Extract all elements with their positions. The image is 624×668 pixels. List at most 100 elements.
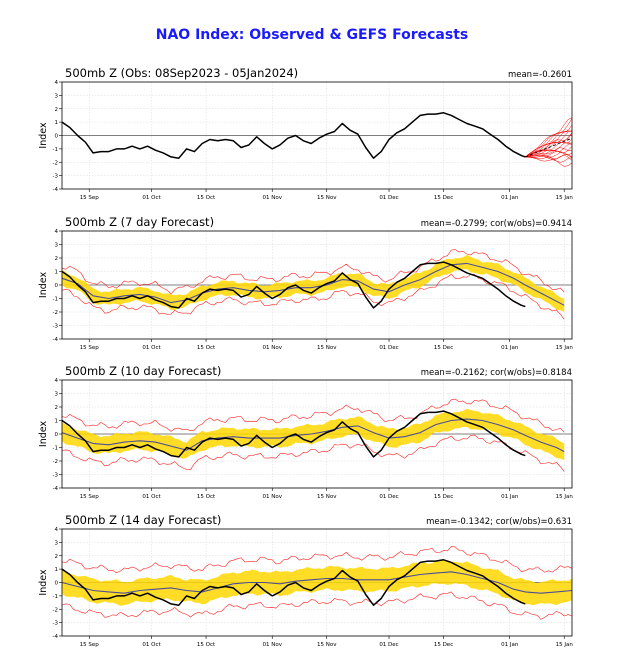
forecast-member-line: [525, 117, 573, 158]
y-tick-label: 1: [55, 567, 59, 573]
x-tick-label: 15 Oct: [197, 642, 216, 648]
x-tick-label: 15 Oct: [197, 345, 216, 351]
forecast-member-line: [525, 141, 573, 158]
panel-title: 500mb Z (7 day Forecast): [65, 215, 214, 229]
y-tick-label: 1: [55, 120, 59, 126]
observed-line: [61, 112, 526, 159]
x-tick-label: 01 Oct: [142, 642, 161, 648]
x-tick-label: 15 Oct: [197, 494, 216, 500]
y-tick-label: -1: [53, 594, 58, 600]
x-tick-label: 15 Jan: [556, 345, 574, 351]
x-tick-label: 15 Jan: [556, 494, 574, 500]
y-tick-label: -1: [53, 446, 58, 452]
y-tick-label: -3: [53, 621, 59, 627]
y-tick-label: 2: [55, 405, 59, 411]
y-tick-label: 1: [55, 419, 59, 425]
y-axis-label: Index: [38, 569, 49, 596]
y-tick-label: -1: [53, 297, 58, 303]
y-tick-label: 3: [55, 392, 59, 398]
forecast-member-line: [525, 154, 573, 161]
chart-panel-4: 500mb Z (14 day Forecast) mean=-0.1342; c…: [38, 513, 573, 648]
spread-band: [62, 559, 572, 606]
x-tick-label: 01 Nov: [262, 195, 282, 201]
chart-panel-1: 500mb Z (Obs: 08Sep2023 - 05Jan2024) mean…: [38, 66, 573, 201]
x-tick-label: 15 Sep: [80, 494, 100, 500]
x-tick-label: 01 Dec: [379, 494, 398, 500]
observed-line: [61, 559, 526, 606]
x-tick-label: 15 Nov: [317, 494, 337, 500]
forecast-member-line: [525, 130, 573, 158]
y-tick-label: 3: [55, 540, 59, 546]
y-tick-label: -4: [53, 634, 59, 640]
panel-title: 500mb Z (14 day Forecast): [65, 513, 221, 527]
chart-panel-2: 500mb Z (7 day Forecast) mean=-0.2799; co…: [38, 215, 573, 351]
x-tick-label: 15 Nov: [317, 195, 337, 201]
y-tick-label: -4: [53, 486, 59, 492]
figure-title: NAO Index: Observed & GEFS Forecasts: [155, 27, 469, 43]
ensemble-mean-line: [61, 418, 565, 453]
observed-line: [61, 410, 526, 458]
observed-line: [61, 261, 526, 309]
y-tick-label: -1: [53, 147, 58, 153]
y-tick-label: 2: [55, 554, 59, 560]
forecast-member-line: [525, 133, 573, 158]
spread-band: [62, 408, 565, 461]
y-tick-label: -4: [53, 337, 59, 343]
x-tick-label: 01 Jan: [501, 345, 519, 351]
y-tick-label: -2: [53, 459, 58, 465]
y-tick-label: 3: [55, 93, 59, 99]
panel-stats: mean=-0.1342; cor(w/obs)=0.631: [426, 517, 572, 527]
x-tick-label: 01 Jan: [501, 195, 519, 201]
x-tick-label: 01 Dec: [379, 195, 398, 201]
forecast-member-line: [525, 118, 573, 158]
lower-spread-line: [61, 273, 565, 320]
upper-spread-line: [61, 546, 573, 574]
x-tick-label: 01 Nov: [262, 642, 282, 648]
x-tick-label: 01 Oct: [142, 494, 161, 500]
y-tick-label: 3: [55, 243, 59, 249]
y-tick-label: 0: [55, 134, 59, 140]
panel-stats: mean=-0.2601: [508, 70, 572, 80]
x-tick-label: 15 Nov: [317, 642, 337, 648]
lower-spread-line: [61, 434, 565, 472]
panel-stats: mean=-0.2162; cor(w/obs)=0.8184: [421, 368, 572, 378]
upper-spread-line: [61, 249, 565, 295]
y-tick-label: 2: [55, 107, 59, 113]
x-tick-label: 15 Dec: [434, 345, 453, 351]
y-tick-label: -2: [53, 160, 58, 166]
forecast-member-line: [525, 147, 573, 158]
x-tick-label: 01 Jan: [501, 494, 519, 500]
x-tick-label: 15 Sep: [80, 345, 100, 351]
x-tick-label: 15 Sep: [80, 642, 100, 648]
panel-title: 500mb Z (Obs: 08Sep2023 - 05Jan2024): [65, 66, 298, 80]
y-tick-label: 2: [55, 256, 59, 262]
forecast-member-line: [525, 156, 573, 163]
y-tick-label: 0: [55, 581, 59, 587]
x-tick-label: 01 Dec: [379, 642, 398, 648]
x-tick-label: 15 Dec: [434, 642, 453, 648]
x-tick-label: 15 Oct: [197, 195, 216, 201]
y-tick-label: -2: [53, 607, 58, 613]
x-tick-label: 15 Dec: [434, 195, 453, 201]
y-tick-label: -3: [53, 174, 59, 180]
forecast-mean-line: [525, 137, 573, 158]
chart-panel-3: 500mb Z (10 day Forecast) mean=-0.2162; c…: [38, 364, 573, 500]
x-tick-label: 01 Nov: [262, 345, 282, 351]
x-tick-label: 15 Nov: [317, 345, 337, 351]
y-tick-label: -3: [53, 324, 59, 330]
x-tick-label: 01 Oct: [142, 345, 161, 351]
y-axis-label: Index: [38, 122, 49, 149]
y-axis-label: Index: [38, 421, 49, 448]
forecast-member-line: [525, 130, 573, 158]
y-axis-label: Index: [38, 272, 49, 299]
x-tick-label: 01 Nov: [262, 494, 282, 500]
x-tick-label: 01 Jan: [501, 642, 519, 648]
x-tick-label: 15 Jan: [556, 195, 574, 201]
y-tick-label: 4: [55, 527, 59, 533]
y-tick-label: 0: [55, 432, 59, 438]
lower-spread-line: [61, 591, 573, 620]
y-tick-label: 4: [55, 229, 59, 235]
spread-band: [62, 254, 565, 312]
x-tick-label: 15 Jan: [556, 642, 574, 648]
